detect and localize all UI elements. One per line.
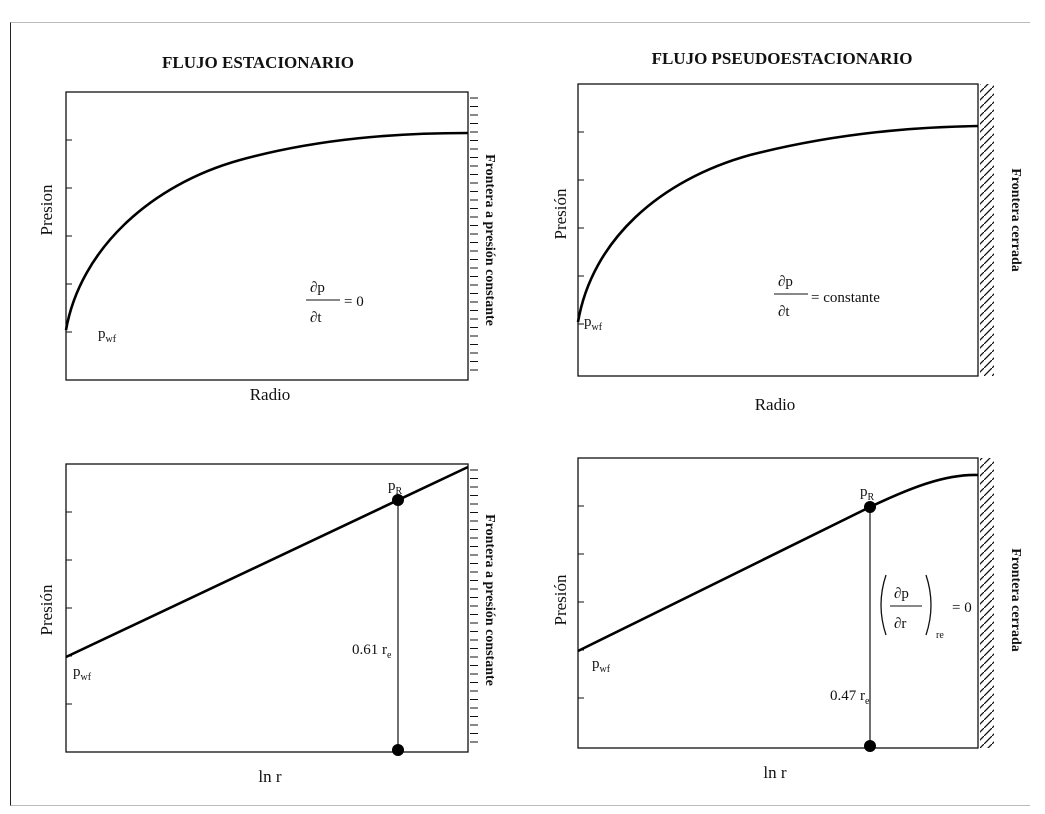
pwf-label: pwf: [584, 314, 603, 333]
pwf-label: pwf: [73, 664, 92, 683]
constant-pressure-boundary-marks: [467, 92, 478, 380]
boundary-label: Frontera cerrada: [1008, 548, 1023, 652]
x-axis-label: Radio: [250, 385, 291, 404]
svg-text:∂p: ∂p: [778, 274, 793, 290]
pr-label: pR: [860, 484, 875, 503]
x-axis-label: Radio: [755, 395, 796, 414]
pressure-line: [577, 473, 979, 653]
radius-axis-point: [392, 744, 404, 756]
radial-derivative-equation: ∂p ∂r re = 0: [880, 574, 972, 641]
svg-text:∂r: ∂r: [894, 616, 906, 632]
plot-box: [65, 463, 469, 753]
boundary-label: Frontera a presión constante: [482, 154, 497, 326]
y-ticks: [66, 139, 72, 333]
figure-frame: [10, 22, 1030, 806]
panel-pseudosteady-radius: FLUJO PSEUDOESTACIONARIO Radio Presión F…: [551, 49, 1023, 414]
average-pressure-point: [392, 494, 404, 506]
y-ticks: [578, 505, 584, 699]
time-derivative-equation: ∂p ∂t = constante: [774, 274, 880, 320]
pressure-curve: [64, 131, 469, 331]
svg-text:∂t: ∂t: [310, 310, 322, 326]
svg-text:∂t: ∂t: [778, 304, 790, 320]
radius-label: 0.61 re: [352, 642, 392, 661]
svg-text:∂p: ∂p: [310, 280, 325, 296]
x-axis-label: ln r: [258, 767, 281, 786]
plot-box: [577, 457, 979, 749]
average-pressure-point: [864, 501, 876, 513]
svg-text:∂p: ∂p: [894, 586, 909, 602]
y-axis-label: Presion: [37, 184, 56, 236]
boundary-label: Frontera a presión constante: [482, 514, 497, 686]
svg-text:= 0: = 0: [952, 600, 972, 616]
plot-box: [577, 83, 979, 377]
pressure-line: [65, 465, 469, 659]
closed-boundary-hatch: [980, 84, 994, 376]
pwf-label: pwf: [98, 326, 117, 345]
pressure-curve: [576, 124, 979, 323]
panel-steady-lnr: ln r Presión Frontera a presión constant…: [37, 463, 497, 786]
y-axis-label: Presión: [551, 188, 570, 240]
radius-axis-point: [864, 740, 876, 752]
closed-boundary-hatch: [980, 458, 994, 748]
svg-text:= constante: = constante: [811, 290, 880, 306]
y-axis-label: Presión: [551, 574, 570, 626]
boundary-label: Frontera cerrada: [1008, 168, 1023, 272]
y-axis-label: Presión: [37, 584, 56, 636]
panel-title: FLUJO PSEUDOESTACIONARIO: [652, 49, 913, 68]
x-axis-label: ln r: [763, 763, 786, 782]
svg-text:= 0: = 0: [344, 294, 364, 310]
time-derivative-equation: ∂p ∂t = 0: [306, 280, 364, 326]
y-ticks: [578, 131, 584, 325]
radius-label: 0.47 re: [830, 688, 870, 707]
panel-steady-radius: FLUJO ESTACIONARIO Radio Presion Fronter…: [37, 53, 497, 404]
y-ticks: [66, 511, 72, 705]
pwf-label: pwf: [592, 656, 611, 675]
svg-text:re: re: [936, 630, 944, 641]
pr-label: pR: [388, 478, 403, 497]
panel-pseudosteady-lnr: ln r Presión Frontera cerrada pwf pR 0.4…: [551, 457, 1023, 782]
panel-title: FLUJO ESTACIONARIO: [162, 53, 354, 72]
constant-pressure-boundary-marks: [467, 464, 478, 752]
